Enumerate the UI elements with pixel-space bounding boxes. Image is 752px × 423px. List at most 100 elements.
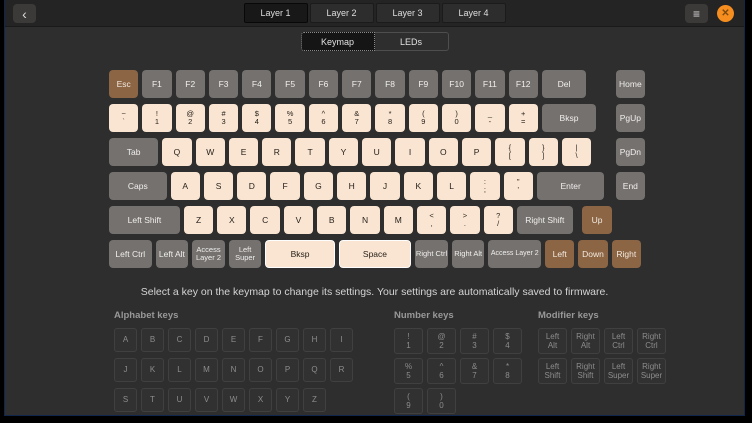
picker-key-2[interactable]: @2 <box>427 328 456 354</box>
key-end[interactable]: End <box>615 172 645 200</box>
key-right-alt[interactable]: Right Alt <box>451 240 485 268</box>
key-enter[interactable]: Enter <box>536 172 605 200</box>
key-r[interactable]: R <box>262 138 292 166</box>
key-q[interactable]: Q <box>162 138 192 166</box>
key-bksp[interactable]: Bksp <box>541 104 597 132</box>
key-left-ctrl[interactable]: Left Ctrl <box>109 240 152 268</box>
key-f2[interactable]: F2 <box>175 70 205 98</box>
picker-key-7[interactable]: & 7 <box>460 358 489 384</box>
picker-key-k[interactable]: K <box>141 358 164 382</box>
picker-key-j[interactable]: J <box>114 358 137 382</box>
picker-key-z[interactable]: Z <box>303 388 326 412</box>
picker-key-v[interactable]: V <box>195 388 218 412</box>
picker-key-6[interactable]: ^ 6 <box>427 358 456 384</box>
key-v[interactable]: V <box>283 206 314 234</box>
picker-key-u[interactable]: U <box>168 388 191 412</box>
toggle-leds[interactable]: LEDs <box>374 32 449 51</box>
picker-key-s[interactable]: S <box>114 388 137 412</box>
key-key[interactable]: >. <box>450 206 480 234</box>
key-key[interactable]: ~ ` <box>109 104 139 132</box>
key-key[interactable]: | \ <box>561 138 592 166</box>
key-x[interactable]: X <box>217 206 247 234</box>
picker-key-r[interactable]: R <box>330 358 353 382</box>
key-m[interactable]: M <box>383 206 413 234</box>
key-left-super[interactable]: Left Super <box>228 240 262 268</box>
key-3[interactable]: #3 <box>208 104 239 132</box>
picker-key-4[interactable]: $4 <box>493 328 522 354</box>
key-b[interactable]: B <box>317 206 347 234</box>
key-7[interactable]: & 7 <box>342 104 372 132</box>
key-w[interactable]: W <box>195 138 225 166</box>
picker-key-left-ctrl[interactable]: Left Ctrl <box>604 328 633 354</box>
key-f10[interactable]: F10 <box>441 70 472 98</box>
key-s[interactable]: S <box>203 172 234 200</box>
key-h[interactable]: H <box>337 172 367 200</box>
picker-key-y[interactable]: Y <box>276 388 299 412</box>
key-pgup[interactable]: PgUp <box>615 104 645 132</box>
key-access-layer-2[interactable]: Access Layer 2 <box>192 240 225 268</box>
picker-key-n[interactable]: N <box>222 358 245 382</box>
picker-key-9[interactable]: (9 <box>394 388 423 414</box>
picker-key-l[interactable]: L <box>168 358 191 382</box>
key-right-ctrl[interactable]: Right Ctrl <box>415 240 448 268</box>
key-key[interactable]: <, <box>416 206 447 234</box>
key-c[interactable]: C <box>250 206 280 234</box>
picker-key-f[interactable]: F <box>249 328 272 352</box>
key-5[interactable]: % 5 <box>275 104 305 132</box>
tab-layer-4[interactable]: Layer 4 <box>441 3 506 23</box>
key-d[interactable]: D <box>237 172 267 200</box>
picker-key-8[interactable]: * 8 <box>493 358 522 384</box>
key-del[interactable]: Del <box>541 70 587 98</box>
key-8[interactable]: * 8 <box>375 104 405 132</box>
key-k[interactable]: K <box>403 172 433 200</box>
key-2[interactable]: @2 <box>175 104 205 132</box>
picker-key-d[interactable]: D <box>195 328 218 352</box>
key-key[interactable]: " ' <box>503 172 533 200</box>
key-f8[interactable]: F8 <box>375 70 405 98</box>
picker-key-b[interactable]: B <box>141 328 164 352</box>
key-caps[interactable]: Caps <box>109 172 167 200</box>
key-key[interactable]: }] <box>528 138 558 166</box>
picker-key-right-super[interactable]: Right Super <box>637 358 666 384</box>
picker-key-q[interactable]: Q <box>303 358 326 382</box>
picker-key-o[interactable]: O <box>249 358 272 382</box>
key-4[interactable]: $4 <box>242 104 272 132</box>
tab-layer-1[interactable]: Layer 1 <box>243 3 308 23</box>
key-o[interactable]: O <box>428 138 458 166</box>
key-6[interactable]: ^ 6 <box>308 104 339 132</box>
key-down[interactable]: Down <box>578 240 608 268</box>
key-p[interactable]: P <box>461 138 492 166</box>
picker-key-a[interactable]: A <box>114 328 137 352</box>
key-f7[interactable]: F7 <box>342 70 372 98</box>
key-tab[interactable]: Tab <box>109 138 159 166</box>
key-left-shift[interactable]: Left Shift <box>109 206 180 234</box>
key-z[interactable]: Z <box>183 206 214 234</box>
key-right-shift[interactable]: Right Shift <box>516 206 573 234</box>
key-l[interactable]: L <box>436 172 467 200</box>
key-left[interactable]: Left <box>545 240 575 268</box>
key-1[interactable]: ! 1 <box>142 104 172 132</box>
key-key[interactable]: :; <box>470 172 500 200</box>
key-f11[interactable]: F11 <box>475 70 505 98</box>
key-access-layer-2[interactable]: Access Layer 2 <box>488 240 542 268</box>
picker-key-x[interactable]: X <box>249 388 272 412</box>
picker-key-left-shift[interactable]: Left Shift <box>538 358 567 384</box>
key-n[interactable]: N <box>350 206 380 234</box>
picker-key-p[interactable]: P <box>276 358 299 382</box>
key-i[interactable]: I <box>395 138 425 166</box>
key-right[interactable]: Right <box>611 240 641 268</box>
close-icon[interactable]: ✕ <box>717 5 734 22</box>
key-j[interactable]: J <box>370 172 400 200</box>
picker-key-t[interactable]: T <box>141 388 164 412</box>
picker-key-h[interactable]: H <box>303 328 326 352</box>
toggle-keymap[interactable]: Keymap <box>300 32 375 51</box>
picker-key-c[interactable]: C <box>168 328 191 352</box>
key-f1[interactable]: F1 <box>142 70 172 98</box>
key-home[interactable]: Home <box>615 70 645 98</box>
picker-key-right-shift[interactable]: Right Shift <box>571 358 600 384</box>
picker-key-right-ctrl[interactable]: Right Ctrl <box>637 328 666 354</box>
key-f6[interactable]: F6 <box>308 70 339 98</box>
picker-key-e[interactable]: E <box>222 328 245 352</box>
key-key[interactable]: + = <box>508 104 538 132</box>
key-key[interactable]: {[ <box>495 138 525 166</box>
